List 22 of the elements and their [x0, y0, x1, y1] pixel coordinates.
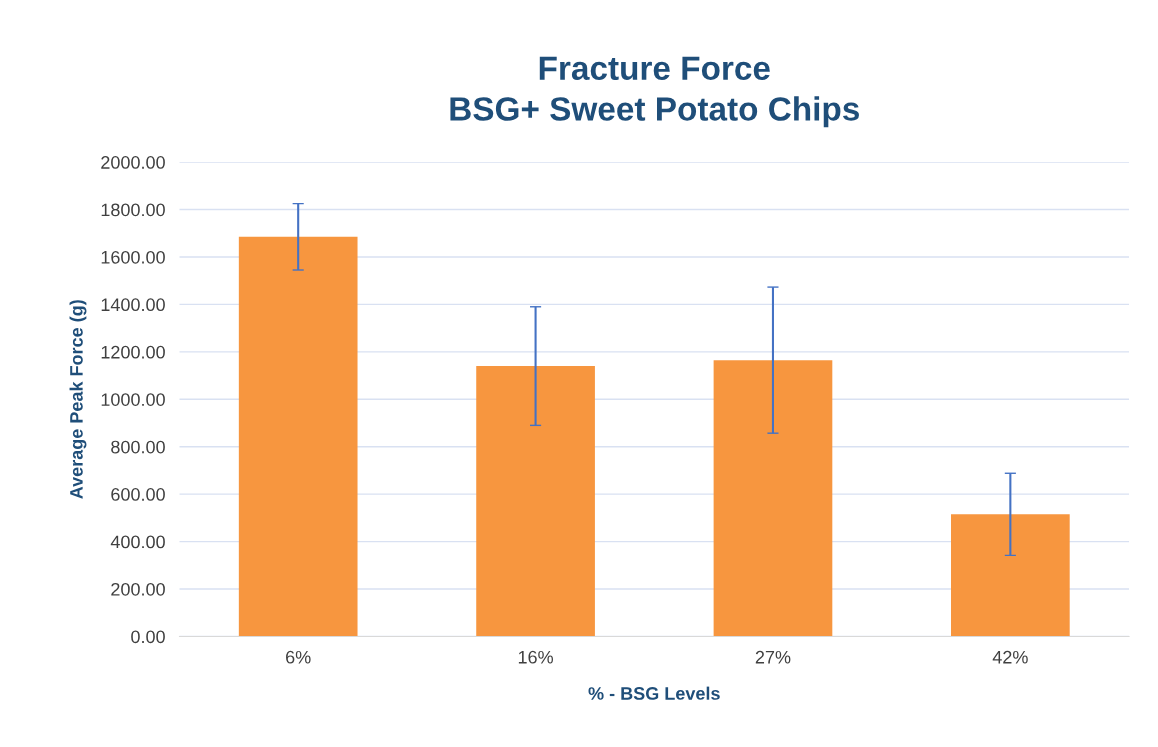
- bar: [476, 366, 595, 637]
- chart-title: Fracture Force BSG+ Sweet Potato Chips: [450, 56, 859, 128]
- y-tick-label: 0.00: [131, 630, 165, 644]
- y-tick-label: 1000.00: [101, 393, 165, 406]
- y-tick-label: 1200.00: [101, 345, 165, 359]
- y-axis-title: Average Peak Force (g): [69, 300, 87, 499]
- bar: [713, 360, 833, 637]
- x-axis-title: % - BSG Levels: [588, 686, 720, 700]
- y-tick-label: 400.00: [110, 535, 165, 549]
- y-tick-label: 200.00: [111, 582, 165, 596]
- y-tick-label: 2000.00: [101, 156, 165, 169]
- y-tick-label: 800.00: [111, 440, 165, 454]
- bar: [951, 514, 1070, 637]
- y-tick-label: 1600.00: [101, 250, 165, 264]
- y-tick-label: 1800.00: [101, 203, 165, 217]
- bar: [238, 236, 358, 637]
- x-tick-label: 16%: [518, 650, 553, 664]
- x-tick-label: 6%: [286, 650, 311, 664]
- y-tick-label: 1400.00: [101, 298, 165, 312]
- x-tick-label: 27%: [755, 650, 791, 664]
- x-tick-label: 42%: [992, 650, 1028, 664]
- y-tick-label: 600.00: [111, 488, 165, 501]
